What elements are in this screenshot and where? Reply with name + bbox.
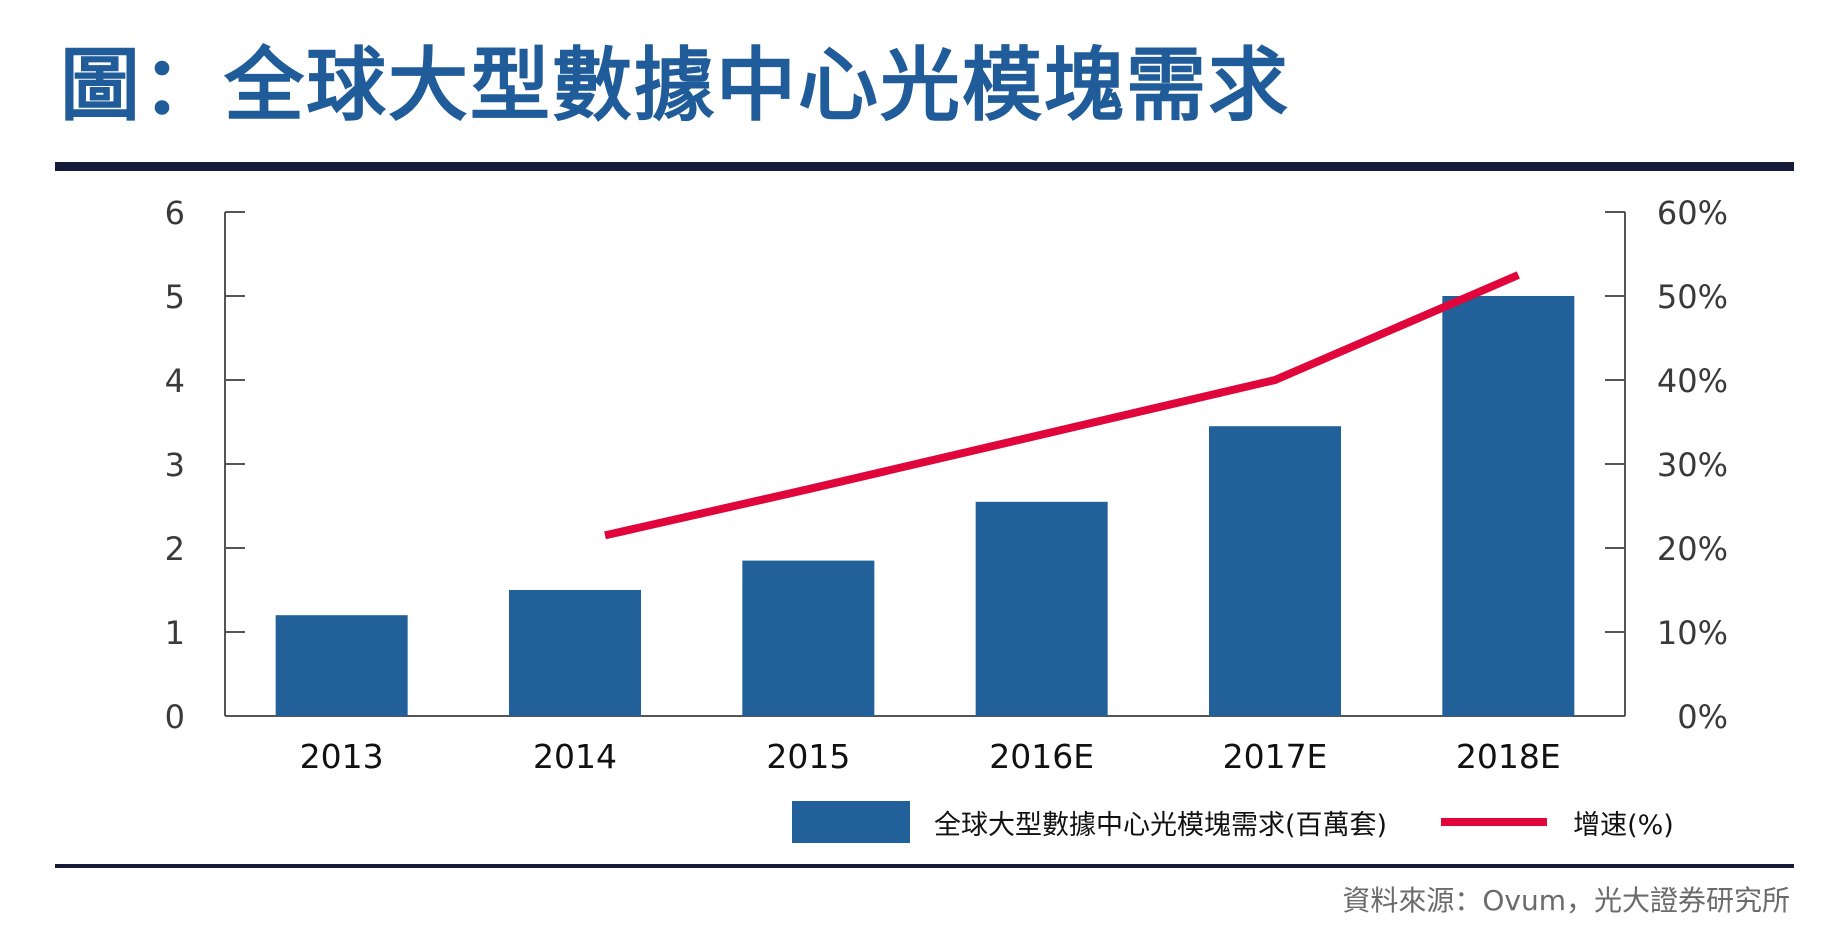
y-tick-label-left: 2	[165, 530, 185, 568]
y-tick-label-right: 20%	[1657, 530, 1728, 568]
bottom-rule	[55, 864, 1794, 868]
y-tick-label-left: 3	[165, 446, 185, 484]
x-tick-label: 2015	[766, 737, 850, 776]
bar	[1209, 426, 1341, 716]
growth-line	[604, 271, 1520, 540]
x-tick-label: 2014	[533, 737, 617, 776]
y-tick-label-left: 5	[165, 278, 185, 316]
legend: 全球大型數據中心光模塊需求(百萬套) 增速(%)	[792, 801, 1674, 843]
legend-line-label: 增速(%)	[1573, 809, 1674, 841]
bar	[275, 615, 408, 716]
chart-title: 圖：全球大型數據中心光模塊需求	[60, 39, 1290, 132]
y-tick-label-left: 0	[165, 698, 185, 736]
x-tick-label: 2018E	[1456, 737, 1561, 776]
y-tick-label-right: 50%	[1657, 278, 1728, 316]
y-tick-label-right: 40%	[1657, 362, 1728, 400]
y-tick-label-right: 60%	[1657, 194, 1728, 232]
y-tick-label-left: 4	[165, 362, 185, 400]
y-tick-label-right: 30%	[1657, 446, 1728, 484]
y-tick-label-left: 6	[165, 194, 185, 232]
bar	[742, 560, 875, 716]
top-rule	[55, 162, 1794, 171]
y-tick-label-right: 0%	[1677, 698, 1728, 736]
x-tick-label: 2016E	[989, 737, 1094, 776]
legend-bar-label: 全球大型數據中心光模塊需求(百萬套)	[934, 809, 1388, 841]
x-tick-label: 2013	[300, 737, 384, 776]
source-note: 資料來源：Ovum，光大證券研究所	[1342, 884, 1790, 917]
y-tick-label-right: 10%	[1657, 614, 1728, 652]
y-tick-label-left: 1	[165, 614, 185, 652]
bar	[1442, 296, 1575, 716]
bar	[975, 501, 1108, 716]
legend-bar-swatch	[792, 801, 910, 843]
legend-line-swatch	[1441, 818, 1548, 826]
x-tick-label: 2017E	[1223, 737, 1328, 776]
bar	[509, 590, 641, 716]
